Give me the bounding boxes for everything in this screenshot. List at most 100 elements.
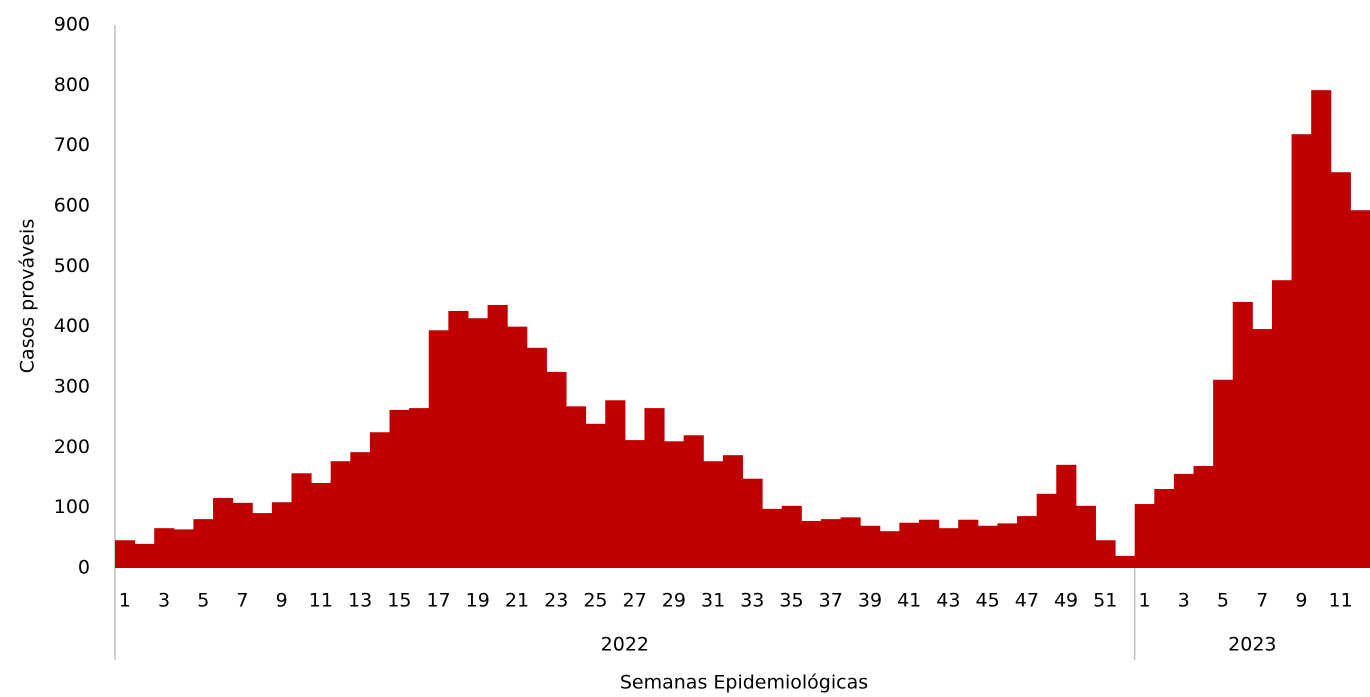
bar — [1115, 555, 1136, 568]
bar — [1350, 210, 1370, 568]
x-tick-label: 19 — [466, 590, 490, 612]
x-tick-label: 5 — [1217, 590, 1229, 612]
bar — [722, 455, 743, 568]
bar — [801, 520, 822, 568]
bar — [389, 409, 410, 568]
x-tick-label: 43 — [936, 590, 960, 612]
bar — [1154, 488, 1175, 568]
x-tick-label: 23 — [544, 590, 568, 612]
y-axis-label: Casos prováveis — [17, 219, 39, 373]
x-tick-label: 7 — [236, 590, 248, 612]
bar — [820, 519, 842, 568]
bar — [154, 528, 175, 568]
bar — [311, 482, 332, 568]
y-tick-label: 700 — [54, 134, 90, 156]
bar — [330, 461, 351, 568]
x-tick-label: 51 — [1093, 590, 1117, 612]
bar — [252, 513, 273, 568]
bar — [467, 318, 489, 568]
bar — [781, 505, 802, 568]
bar — [507, 326, 528, 568]
bar — [840, 517, 861, 568]
x-tick-label: 27 — [623, 590, 647, 612]
bar — [977, 525, 998, 568]
bar — [644, 408, 665, 568]
bar — [958, 519, 979, 568]
bar — [1291, 134, 1312, 568]
bar — [1036, 493, 1057, 568]
bar — [1330, 172, 1351, 569]
bar — [115, 540, 136, 568]
bar — [762, 508, 783, 568]
x-tick-label: 15 — [387, 590, 411, 612]
bar — [173, 529, 194, 568]
bar — [271, 502, 292, 568]
x-tick-label: 49 — [1054, 590, 1078, 612]
bar — [585, 423, 606, 568]
bar — [487, 304, 508, 568]
x-tick-label: 9 — [276, 590, 288, 612]
group-label: 2023 — [1228, 634, 1276, 656]
bar — [134, 543, 155, 568]
bar — [369, 432, 391, 568]
bar — [1193, 466, 1214, 568]
x-tick-label: 9 — [1295, 590, 1307, 612]
y-tick-label: 800 — [54, 74, 90, 96]
x-tick-label: 39 — [858, 590, 882, 612]
x-tick-label: 41 — [897, 590, 921, 612]
x-tick-label: 11 — [1328, 590, 1352, 612]
bar — [899, 522, 920, 568]
bar — [1213, 379, 1234, 568]
bar — [1252, 329, 1273, 568]
bar — [664, 441, 685, 568]
x-tick-label: 37 — [819, 590, 843, 612]
x-tick-label: 11 — [309, 590, 333, 612]
x-tick-label: 35 — [779, 590, 803, 612]
bar — [566, 406, 587, 568]
bar — [1173, 473, 1195, 568]
bar — [409, 408, 430, 568]
y-tick-label: 100 — [54, 496, 90, 518]
x-tick-label: 5 — [197, 590, 209, 612]
x-tick-label: 21 — [505, 590, 529, 612]
x-tick-label: 3 — [1178, 590, 1190, 612]
bar — [428, 330, 449, 568]
bar — [213, 498, 234, 568]
bar — [1311, 90, 1332, 568]
x-tick-label: 33 — [740, 590, 764, 612]
bar — [232, 502, 253, 568]
bar — [997, 523, 1018, 568]
bar — [1075, 505, 1096, 568]
bar — [742, 478, 763, 568]
bar — [193, 519, 214, 568]
bar — [1017, 516, 1038, 568]
x-tick-label: 1 — [1138, 590, 1150, 612]
x-tick-label: 29 — [662, 590, 686, 612]
bar — [605, 400, 626, 568]
x-tick-label: 47 — [1015, 590, 1039, 612]
x-tick-label: 31 — [701, 590, 725, 612]
bar — [1095, 540, 1116, 568]
bar — [1271, 280, 1293, 568]
bar — [448, 310, 469, 568]
bar — [683, 435, 704, 568]
x-tick-label: 25 — [583, 590, 607, 612]
bar — [938, 528, 959, 568]
x-axis-label: Semanas Epidemiológicas — [620, 672, 868, 694]
bar — [879, 531, 900, 568]
x-tick-label: 1 — [119, 590, 131, 612]
bar — [918, 519, 940, 568]
bar — [624, 440, 645, 568]
bar — [860, 525, 881, 568]
x-tick-label: 13 — [348, 590, 372, 612]
bar — [546, 371, 567, 568]
y-tick-label: 200 — [54, 436, 90, 458]
bar — [350, 452, 371, 568]
y-tick-label: 400 — [54, 315, 90, 337]
y-tick-label: 900 — [54, 14, 90, 36]
bar — [703, 461, 724, 568]
bar — [1134, 504, 1155, 568]
group-label: 2022 — [601, 634, 649, 656]
bar — [1056, 464, 1077, 568]
